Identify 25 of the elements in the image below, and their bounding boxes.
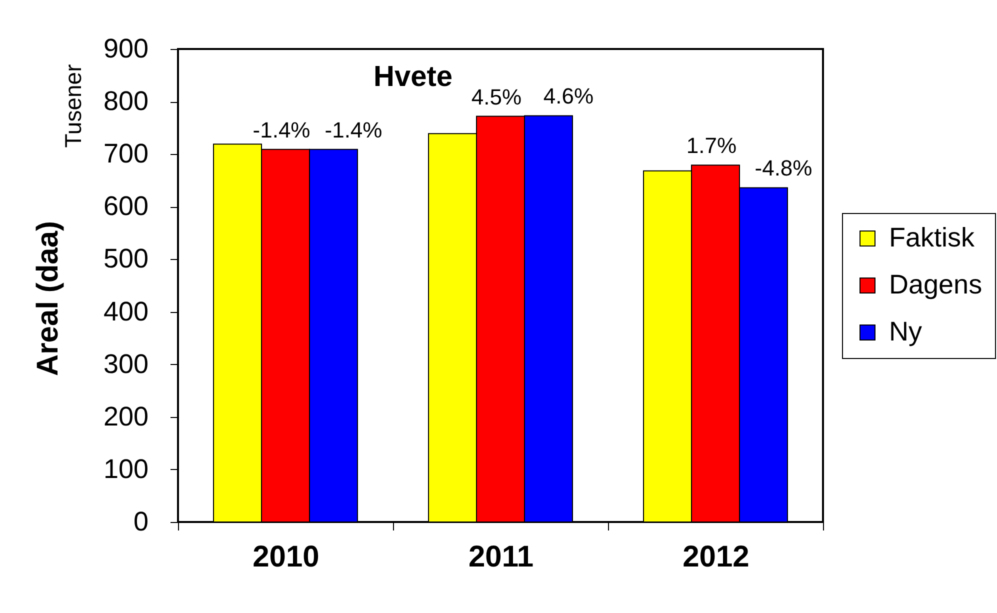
x-tick-label: 2010: [252, 540, 320, 574]
annotation: -4.8%: [754, 156, 812, 181]
y-tick-label: 600: [103, 191, 148, 222]
annotation: -1.4%: [252, 117, 310, 142]
x-tick-label: 2011: [468, 540, 534, 574]
legend-label: Faktisk: [889, 222, 976, 252]
y-tick-label: 0: [133, 506, 148, 536]
annotation: -1.4%: [324, 117, 382, 142]
y-tick-label: 200: [103, 401, 148, 432]
y-axis-title: Areal (daa): [32, 220, 64, 376]
x-tick-label: 2012: [682, 540, 750, 574]
y-tick-label: 100: [103, 454, 148, 484]
annotation: 4.6%: [543, 84, 594, 109]
y-tick-label: 800: [103, 86, 148, 116]
y-tick-label: 900: [103, 34, 148, 64]
chart-title: Hvete: [374, 61, 452, 93]
y-tick-label: 300: [103, 348, 148, 379]
y-tick-label: 700: [103, 138, 148, 169]
annotation: 4.5%: [471, 84, 522, 110]
legend-label: Dagens: [889, 270, 982, 300]
annotation: 1.7%: [686, 133, 737, 158]
y-tick-label: 500: [103, 244, 148, 274]
text: Tusener: [60, 64, 86, 148]
y-tick-label: 400: [103, 296, 148, 326]
legend-label: Ny: [889, 316, 922, 346]
